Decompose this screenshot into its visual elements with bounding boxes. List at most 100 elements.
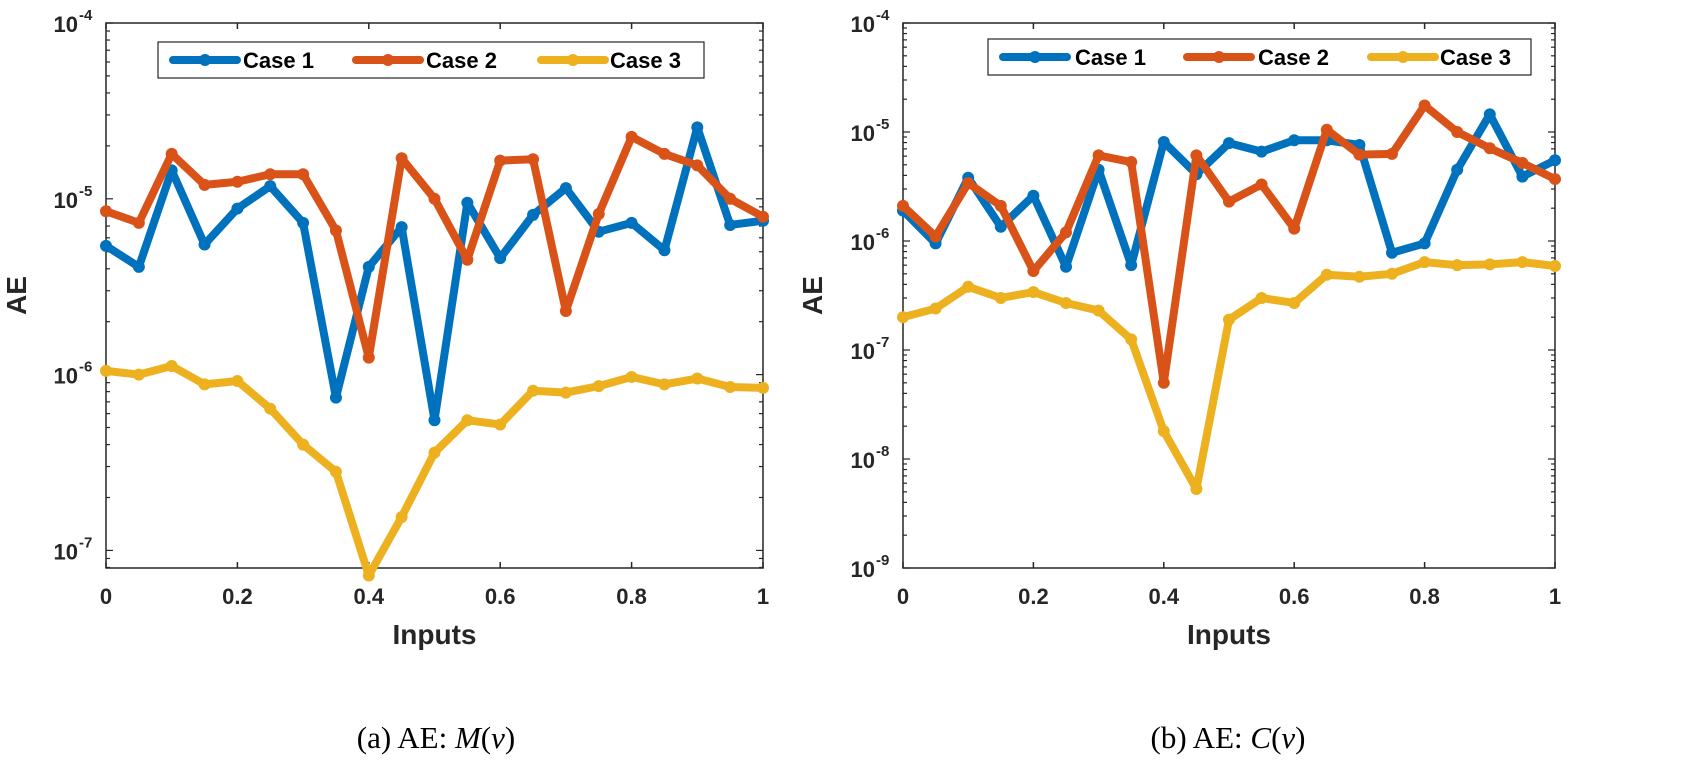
x-tick-label: 0.8 — [616, 584, 647, 609]
data-point — [1418, 256, 1431, 269]
data-point — [1516, 170, 1529, 183]
data-point — [329, 465, 342, 478]
data-point — [297, 168, 310, 181]
data-point — [559, 386, 572, 399]
data-point — [897, 199, 909, 212]
x-tick-label: 0.6 — [485, 584, 516, 609]
data-point — [724, 218, 737, 231]
data-point — [1223, 137, 1235, 150]
series-b-1 — [897, 108, 1561, 273]
caption-func: M — [454, 720, 483, 755]
x-tick-label: 1 — [757, 584, 769, 609]
data-point — [1027, 265, 1040, 278]
data-point — [1353, 148, 1366, 161]
data-point — [494, 154, 507, 167]
x-tick-label: 0.2 — [1018, 584, 1049, 609]
data-point — [231, 374, 244, 387]
legend-label: Case 3 — [610, 48, 681, 73]
caption-close: ) — [505, 720, 515, 755]
panel-b: 0 0.2 0.4 0.6 0.8 110-910-810-710-610-510 -4In… — [797, 7, 1561, 755]
data-point — [395, 152, 408, 165]
data-point — [362, 569, 375, 582]
y-tick-base: 10 — [851, 230, 875, 255]
data-point — [1451, 163, 1464, 176]
data-point — [1255, 145, 1268, 158]
y-tick-label: 10 — [54, 539, 78, 564]
data-point — [1451, 259, 1464, 272]
data-point — [1060, 260, 1072, 273]
series-b-2 — [897, 99, 1561, 389]
data-point — [1027, 189, 1040, 202]
data-point — [1386, 246, 1398, 259]
data-point — [1353, 270, 1366, 283]
data-point — [658, 378, 671, 391]
data-point — [962, 280, 975, 293]
y-tick-base: 10 — [54, 188, 78, 213]
legend-label: Case 2 — [426, 48, 497, 73]
data-point — [625, 130, 638, 143]
y-tick-label: 10 — [54, 364, 78, 389]
caption-prefix: (b) AE: — [1151, 720, 1251, 755]
data-point — [297, 216, 310, 229]
data-point — [1288, 222, 1301, 235]
data-point — [428, 414, 441, 427]
data-point — [100, 205, 112, 218]
data-point — [1483, 108, 1496, 121]
data-point — [994, 199, 1007, 212]
series-a-3 — [100, 359, 769, 582]
caption-prefix: (a) AE: — [357, 720, 455, 755]
data-point — [231, 202, 244, 215]
y-tick-exponent: -9 — [876, 552, 889, 569]
data-point — [929, 302, 942, 315]
legend-marker — [1397, 51, 1409, 63]
data-point — [1060, 226, 1072, 239]
caption-b: (b) AE: C(v) — [1151, 720, 1306, 755]
legend-label: Case 1 — [243, 48, 314, 73]
y-tick-base: 10 — [54, 12, 78, 37]
data-point — [264, 402, 277, 415]
data-point — [198, 378, 211, 391]
plot-area-a — [105, 22, 764, 569]
data-point — [165, 147, 178, 160]
y-tick-exponent: -4 — [876, 7, 890, 24]
data-point — [395, 221, 408, 234]
data-point — [658, 244, 671, 257]
y-tick-exponent: -8 — [876, 443, 889, 460]
data-point — [1125, 333, 1138, 346]
x-tick-label: 0.4 — [354, 584, 385, 609]
data-point — [1223, 313, 1235, 326]
data-point — [1418, 237, 1431, 250]
data-point — [428, 192, 441, 205]
legend-label: Case 1 — [1075, 45, 1146, 70]
data-point — [1516, 256, 1529, 269]
y-tick-base: 10 — [54, 539, 78, 564]
caption-open: ( — [481, 720, 491, 755]
legend-b: Case 1 Case 2 Case 3 — [987, 38, 1532, 76]
panel-a: 0 0.2 0.4 0.6 0.8 110-710-610-510 -4InputsAECa… — [1, 7, 769, 755]
data-point — [297, 438, 310, 451]
legend-label: Case 2 — [1258, 45, 1329, 70]
caption-func: C — [1250, 720, 1271, 755]
data-point — [1549, 154, 1561, 167]
y-tick-exponent: -4 — [79, 7, 93, 24]
legend-box — [157, 41, 705, 79]
data-point — [1125, 156, 1138, 169]
data-point — [625, 370, 638, 383]
data-point — [1157, 376, 1170, 389]
x-ticks-a: 0 0.2 0.4 0.6 0.8 1 — [100, 23, 769, 609]
data-point — [527, 153, 540, 166]
y-tick-base: 10 — [851, 448, 875, 473]
data-point — [461, 196, 474, 209]
data-point — [1157, 425, 1170, 438]
data-point — [362, 260, 375, 273]
data-point — [691, 159, 704, 172]
y-tick-label: 10 — [851, 12, 875, 37]
data-point — [1190, 149, 1203, 162]
data-point — [132, 216, 145, 229]
y-tick-exponent: -6 — [79, 359, 92, 376]
data-point — [198, 238, 211, 251]
data-point — [994, 220, 1007, 233]
data-point — [1386, 147, 1398, 160]
data-point — [1549, 259, 1561, 272]
